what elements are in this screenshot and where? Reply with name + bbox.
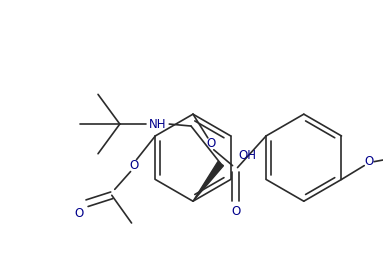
Text: NH: NH [149,118,166,131]
Text: OH: OH [238,149,256,162]
Text: O: O [129,159,138,172]
Text: O: O [231,205,240,218]
Text: O: O [365,155,374,168]
Text: O: O [75,207,84,220]
Text: O: O [206,137,216,150]
Polygon shape [193,162,223,201]
